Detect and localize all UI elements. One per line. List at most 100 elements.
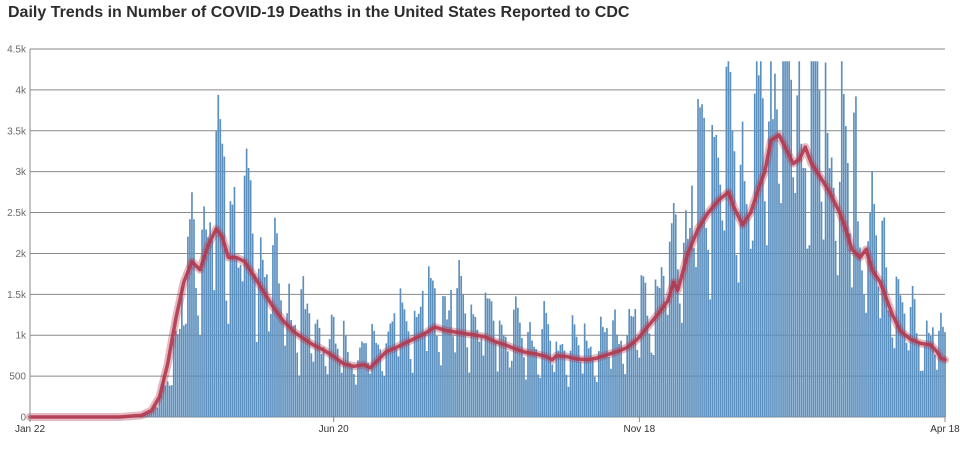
- bar: [857, 221, 859, 417]
- bar: [519, 322, 521, 417]
- bar: [713, 137, 716, 417]
- bar: [278, 283, 280, 417]
- bar: [484, 292, 487, 417]
- bar: [741, 121, 744, 418]
- bar: [442, 296, 444, 417]
- bar: [547, 324, 550, 417]
- bar: [800, 143, 803, 417]
- bar: [604, 332, 606, 417]
- bar: [867, 241, 869, 417]
- bar: [314, 323, 317, 417]
- bar: [478, 341, 481, 417]
- bar: [521, 338, 523, 417]
- bar: [798, 61, 801, 418]
- bar: [642, 276, 645, 417]
- bar: [290, 319, 292, 417]
- bar: [861, 270, 863, 417]
- bar: [249, 180, 252, 417]
- bar: [284, 345, 286, 417]
- bar: [533, 346, 535, 417]
- bar: [492, 320, 495, 417]
- bar: [359, 347, 361, 417]
- bar: [689, 227, 691, 417]
- x-tick-label: Jan 22: [15, 424, 45, 435]
- bar: [717, 157, 720, 417]
- bar: [921, 370, 924, 417]
- bar: [525, 379, 527, 417]
- bar: [666, 314, 669, 417]
- bar: [272, 245, 274, 417]
- bar: [737, 282, 740, 417]
- bar: [205, 229, 207, 417]
- bar: [591, 358, 594, 417]
- bar: [569, 350, 572, 417]
- bar: [703, 117, 705, 418]
- bar: [195, 287, 197, 417]
- bar: [747, 216, 750, 417]
- bar: [496, 371, 499, 417]
- bar: [255, 341, 258, 417]
- bar: [563, 350, 566, 417]
- bar: [438, 352, 440, 417]
- bar: [719, 184, 722, 417]
- bar: [263, 277, 266, 417]
- bar: [849, 233, 851, 417]
- bar: [553, 372, 556, 417]
- bar: [158, 393, 161, 417]
- bar: [776, 109, 778, 418]
- bar: [778, 183, 780, 417]
- bar: [464, 313, 467, 417]
- bar: [486, 298, 489, 417]
- bar: [308, 313, 311, 417]
- bar: [721, 220, 724, 417]
- bar: [363, 343, 365, 417]
- bar: [766, 245, 768, 417]
- bar: [425, 350, 428, 417]
- bar: [561, 343, 564, 417]
- bar: [725, 66, 728, 417]
- bar: [729, 71, 732, 417]
- bar: [711, 124, 714, 417]
- bar: [676, 269, 679, 417]
- chart-title: Daily Trends in Number of COVID-19 Death…: [8, 4, 630, 21]
- bar: [871, 171, 873, 417]
- bar: [164, 385, 167, 417]
- bar: [444, 296, 446, 417]
- bar: [557, 350, 560, 417]
- bar: [565, 374, 568, 417]
- bar: [628, 309, 631, 417]
- bar: [417, 313, 420, 417]
- bar: [759, 61, 762, 418]
- bar: [691, 185, 693, 417]
- bar: [144, 414, 147, 417]
- bar: [816, 61, 819, 418]
- bar: [529, 322, 531, 417]
- bar: [427, 266, 430, 417]
- bar: [927, 332, 930, 417]
- bar: [300, 289, 303, 417]
- bar: [377, 344, 380, 417]
- bar: [735, 255, 738, 417]
- bar: [851, 287, 853, 417]
- bar: [223, 156, 226, 417]
- bar: [245, 148, 248, 417]
- bar: [899, 295, 902, 417]
- bar: [685, 210, 687, 417]
- bar: [818, 90, 821, 418]
- bar: [304, 309, 307, 417]
- bar: [656, 286, 659, 417]
- bar: [393, 313, 396, 417]
- bar: [330, 314, 333, 417]
- bar: [353, 374, 355, 417]
- bar: [865, 312, 867, 417]
- bar: [531, 340, 533, 417]
- bar: [853, 112, 855, 417]
- bar: [802, 167, 805, 417]
- bar: [915, 333, 918, 417]
- bar: [589, 346, 592, 417]
- bar: [397, 356, 400, 417]
- bar: [288, 283, 290, 417]
- bar: [840, 61, 843, 418]
- bar: [407, 331, 410, 417]
